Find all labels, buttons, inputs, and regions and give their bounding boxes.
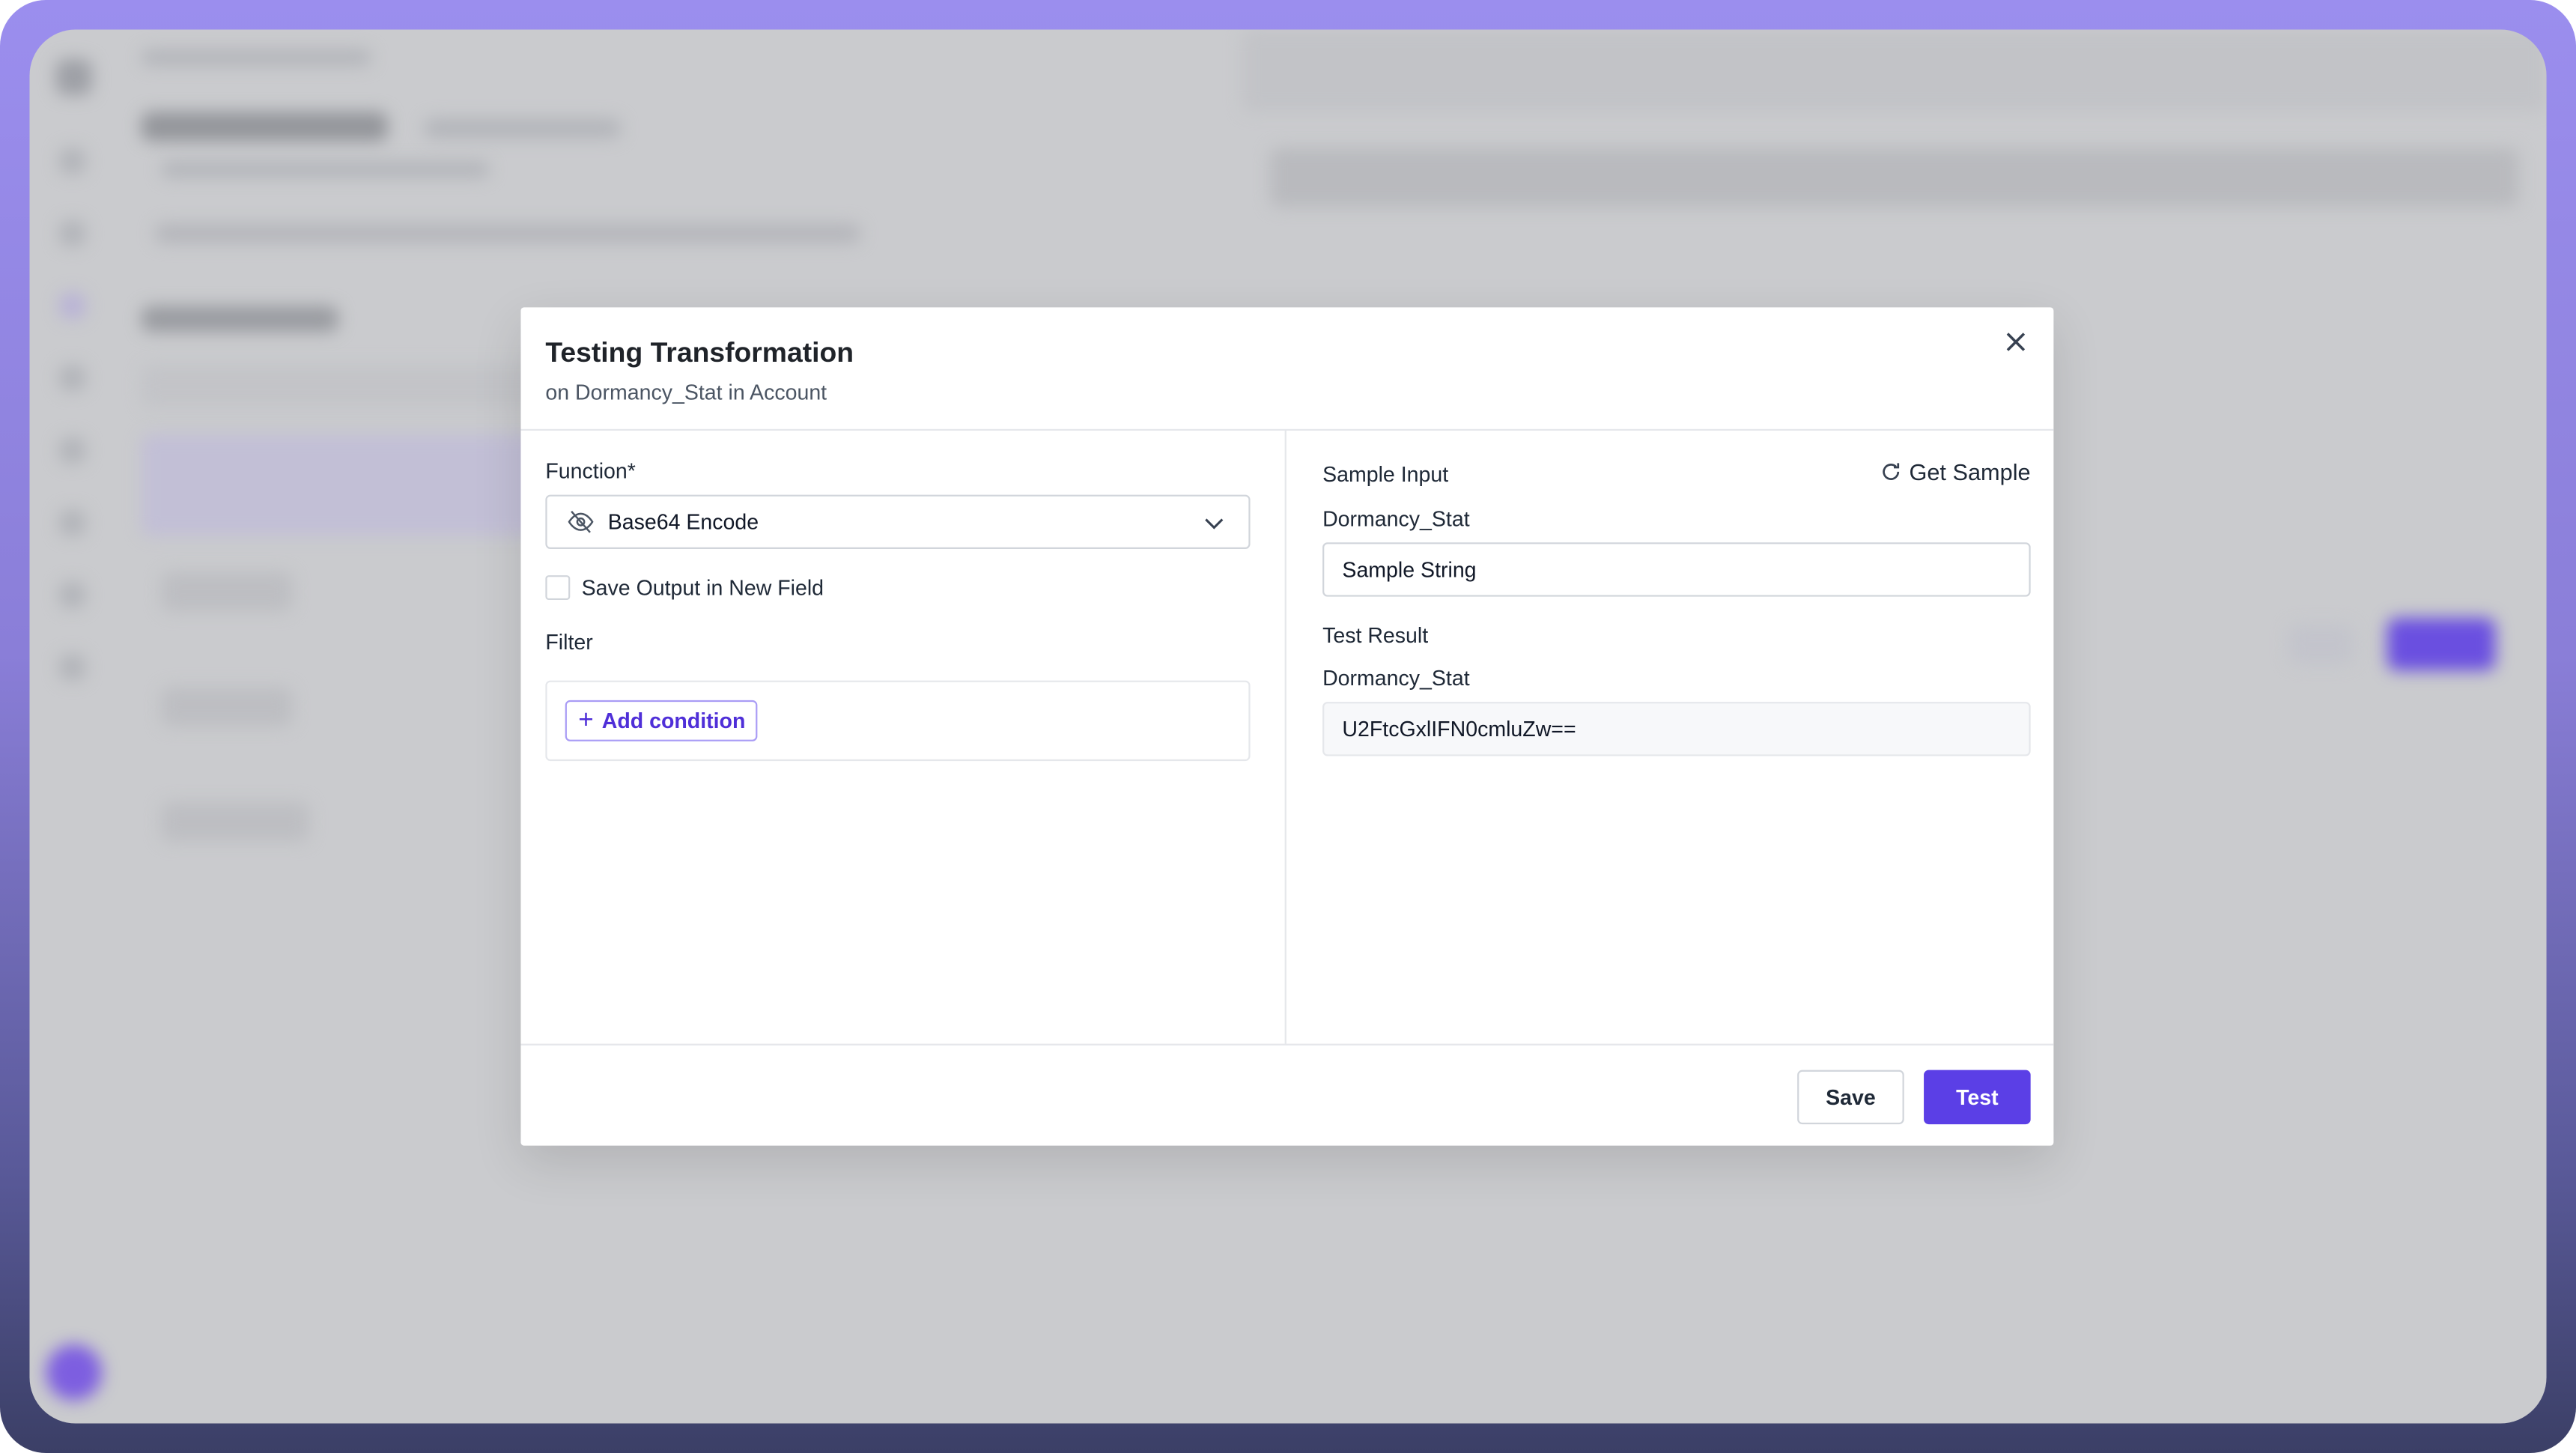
testing-transformation-dialog: Testing Transformation on Dormancy_Stat … (520, 307, 2054, 1146)
save-output-label[interactable]: Save Output in New Field (581, 575, 824, 601)
sidebar-icon (58, 148, 86, 175)
function-column: Function* Base64 Encode Save Output in N… (520, 430, 1287, 1044)
side-panel-button (2387, 618, 2496, 671)
test-button[interactable]: Test (1924, 1070, 2031, 1125)
sample-input-label: Sample Input (1322, 461, 1449, 487)
search-input (141, 365, 569, 408)
tabs (154, 223, 861, 243)
chevron-down-icon (1205, 518, 1224, 529)
avatar (46, 1344, 103, 1401)
close-icon[interactable] (2001, 327, 2030, 357)
sidebar-icon (58, 581, 86, 609)
sidebar-icon (58, 509, 86, 536)
sidebar-icon (58, 292, 86, 319)
test-result-label: Test Result (1322, 622, 1429, 648)
function-select[interactable]: Base64 Encode (545, 494, 1251, 549)
eye-off-icon (568, 510, 594, 533)
get-sample-button[interactable]: Get Sample (1880, 458, 2031, 485)
sidebar-icon (58, 437, 86, 464)
logo-icon (55, 59, 92, 96)
breadcrumb (141, 49, 371, 66)
refresh-icon (1883, 463, 1900, 480)
filter-box: + Add condition (545, 680, 1251, 762)
save-button[interactable]: Save (1797, 1070, 1904, 1125)
page-meta (161, 161, 490, 178)
result-value: U2FtcGxlIFN0cmluZw== (1342, 716, 1576, 741)
function-value: Base64 Encode (607, 509, 759, 535)
side-panel-button (2288, 624, 2354, 664)
dialog-footer: Save Test (520, 1043, 2054, 1146)
filter-label: Filter (545, 629, 593, 655)
function-label: Function* (545, 458, 636, 484)
list-item (161, 687, 293, 727)
get-sample-label: Get Sample (1909, 458, 2031, 485)
list-item (161, 571, 293, 612)
side-panel-header (1242, 29, 2547, 112)
sidebar-icon (58, 365, 86, 392)
sample-input[interactable]: Sample String (1322, 542, 2031, 597)
plus-icon: + (578, 706, 594, 734)
section-title (141, 306, 338, 333)
page-badge (424, 118, 622, 139)
dialog-subtitle: on Dormancy_Stat in Account (545, 379, 827, 404)
test-result-output: U2FtcGxlIFN0cmluZw== (1322, 702, 2031, 756)
list-item (141, 434, 569, 536)
save-output-checkbox[interactable] (545, 575, 571, 601)
add-condition-label: Add condition (601, 708, 746, 733)
add-condition-button[interactable]: + Add condition (565, 700, 758, 741)
list-item (161, 801, 309, 842)
sample-field-label: Dormancy_Stat (1322, 506, 1470, 531)
page-title (141, 112, 388, 142)
dialog-title: Testing Transformation (545, 336, 854, 368)
sidebar-icon (58, 220, 86, 247)
sample-value: Sample String (1342, 556, 1477, 582)
sidebar-icon (58, 654, 86, 681)
result-field-label: Dormancy_Stat (1322, 665, 1470, 691)
sample-column: Sample Input Get Sample Dormancy_Stat Sa… (1287, 431, 2054, 1044)
dialog-header: Testing Transformation on Dormancy_Stat … (520, 307, 2054, 431)
side-panel-section (1269, 148, 2519, 207)
